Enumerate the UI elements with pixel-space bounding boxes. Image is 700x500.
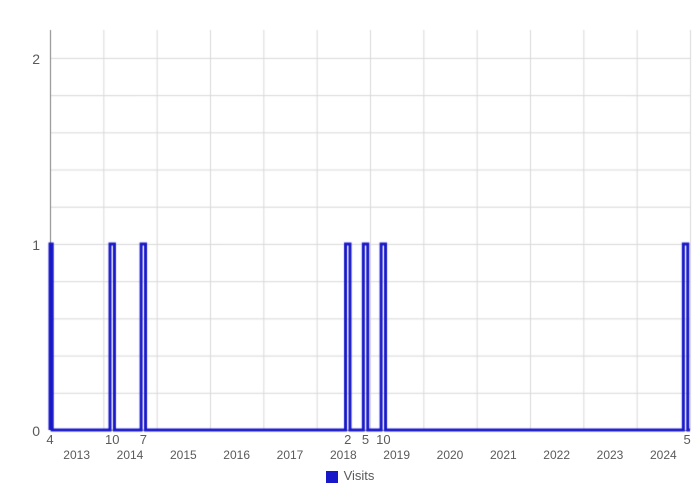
x-tick-label: 2016 (223, 448, 250, 462)
x-tick-label: 2023 (597, 448, 624, 462)
x-tick-label: 2022 (543, 448, 570, 462)
spike-value-label: 2 (344, 432, 351, 447)
x-tick-label: 2018 (330, 448, 357, 462)
y-tick-label: 2 (0, 51, 40, 67)
spike-value-label: 10 (376, 432, 390, 447)
spike-value-label: 10 (105, 432, 119, 447)
x-tick-label: 2017 (277, 448, 304, 462)
chart-container: { "chart": { "type": "line-spike", "titl… (0, 0, 700, 500)
spike-value-label: 7 (140, 432, 147, 447)
spike-value-label: 5 (684, 432, 691, 447)
x-tick-label: 2019 (383, 448, 410, 462)
y-tick-label: 1 (0, 237, 40, 253)
x-tick-label: 2014 (117, 448, 144, 462)
legend-label: Visits (344, 468, 375, 483)
legend-swatch (326, 471, 338, 483)
x-tick-label: 2020 (437, 448, 464, 462)
x-tick-label: 2013 (63, 448, 90, 462)
x-tick-label: 2024 (650, 448, 677, 462)
x-tick-label: 2021 (490, 448, 517, 462)
y-tick-label: 0 (0, 423, 40, 439)
chart-canvas (0, 0, 700, 500)
spike-value-label: 5 (362, 432, 369, 447)
x-tick-label: 2015 (170, 448, 197, 462)
legend: Visits (0, 468, 700, 483)
spike-value-label: 4 (46, 432, 53, 447)
